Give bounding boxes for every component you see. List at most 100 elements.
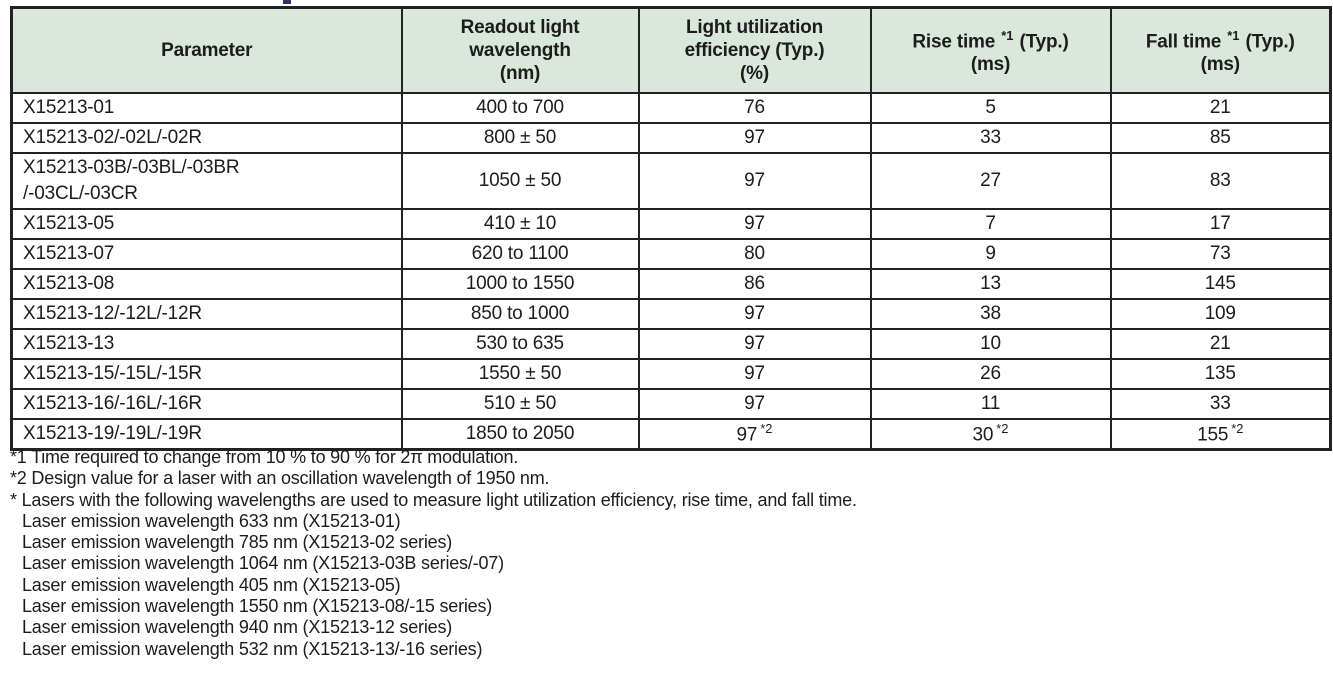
- cell-parameter: X15213-08: [10, 267, 403, 300]
- cell-rise-time: 5: [869, 91, 1112, 124]
- cell-readout-wavelength: 800 ± 50: [400, 121, 640, 154]
- cell-value: 80: [744, 242, 765, 264]
- cell-value: 21: [1209, 96, 1231, 118]
- footnote-marker: *1: [1227, 28, 1240, 44]
- footnote-line: *1 Time required to change from 10 % to …: [10, 447, 519, 467]
- cell-fall-time: 21: [1109, 91, 1332, 124]
- col-header-parameter: Parameter: [10, 6, 403, 94]
- footnote-line: Laser emission wavelength 633 nm (X15213…: [22, 510, 401, 531]
- footnote-marker: *2: [760, 420, 773, 436]
- table-row: X15213-05 410 ± 10 97 7 17: [10, 207, 1332, 240]
- cell-value: 30: [972, 424, 994, 446]
- parameter-text: X15213-15/-15L/-15R: [23, 362, 202, 384]
- cell-value: 97: [744, 126, 765, 148]
- cell-value: 27: [980, 169, 1001, 191]
- footnote-line: Laser emission wavelength 532 nm (X15213…: [22, 638, 483, 659]
- cell-efficiency: 97: [637, 357, 872, 390]
- cell-value: 850 to 1000: [470, 302, 570, 324]
- cell-rise-time: 26: [869, 357, 1112, 390]
- cell-value: 1000 to 1550: [465, 272, 575, 294]
- table-row: X15213-07 620 to 1100 80 9 73: [10, 237, 1332, 270]
- header-row: Parameter Readout light wavelength (nm) …: [10, 6, 1332, 94]
- cell-value: 17: [1209, 212, 1231, 234]
- cell-readout-wavelength: 1000 to 1550: [400, 267, 640, 300]
- cell-readout-wavelength: 510 ± 50: [400, 387, 640, 420]
- cell-parameter: X15213-16/-16L/-16R: [10, 387, 403, 420]
- cell-readout-wavelength: 620 to 1100: [400, 237, 640, 270]
- cell-fall-time: 17: [1109, 207, 1332, 240]
- cell-value: 21: [1209, 332, 1231, 354]
- cell-value: 97: [744, 332, 765, 354]
- cell-readout-wavelength: 1050 ± 50: [400, 151, 640, 210]
- header-line: Readout light: [460, 16, 580, 38]
- cell-value: 97: [744, 362, 765, 384]
- header-text: Fall time: [1145, 31, 1222, 53]
- cell-value: 800 ± 50: [483, 126, 557, 148]
- cell-readout-wavelength: 1550 ± 50: [400, 357, 640, 390]
- cell-value: 410 ± 10: [483, 212, 557, 234]
- cell-value: 11: [980, 392, 1001, 414]
- header-line: Parameter: [161, 39, 253, 61]
- parameter-text: X15213-19/-19L/-19R: [23, 422, 202, 444]
- cell-value: 73: [1209, 242, 1231, 264]
- cell-efficiency: 97: [637, 327, 872, 360]
- cell-value: 97: [744, 302, 765, 324]
- footnote-line: Laser emission wavelength 785 nm (X15213…: [22, 532, 453, 553]
- cell-value: 33: [980, 126, 1001, 148]
- cell-parameter: X15213-02/-02L/-02R: [10, 121, 403, 154]
- footnote-line: Laser emission wavelength 1064 nm (X1521…: [22, 553, 504, 574]
- cell-rise-time: 9: [869, 237, 1112, 270]
- parameter-text: X15213-13: [23, 332, 115, 354]
- cell-parameter: X15213-12/-12L/-12R: [10, 297, 403, 330]
- table-row: X15213-08 1000 to 1550 86 13 145: [10, 267, 1332, 300]
- header-line: (ms): [1200, 54, 1241, 76]
- footnote-marker: *1: [1001, 28, 1014, 44]
- cell-parameter: X15213-03B/-03BL/-03BR /-03CL/-03CR: [10, 151, 403, 210]
- cell-value: 76: [744, 96, 765, 118]
- cell-efficiency: 97: [637, 297, 872, 330]
- footnote-line: *2 Design value for a laser with an osci…: [10, 468, 550, 489]
- cell-rise-time: 27: [869, 151, 1112, 210]
- table-row: X15213-01 400 to 700 76 5 21: [10, 91, 1332, 124]
- table-row: X15213-03B/-03BL/-03BR /-03CL/-03CR 1050 …: [10, 151, 1332, 210]
- col-header-readout-wavelength: Readout light wavelength (nm): [400, 6, 640, 94]
- cell-rise-time: 7: [869, 207, 1112, 240]
- parameter-text: X15213-02/-02L/-02R: [23, 126, 202, 148]
- table-row: X15213-02/-02L/-02R 800 ± 50 97 33 85: [10, 121, 1332, 154]
- cell-value: 1550 ± 50: [478, 362, 562, 384]
- cell-parameter: X15213-13: [10, 327, 403, 360]
- table-row: X15213-19/-19L/-19R 1850 to 2050 97 *2 30…: [10, 417, 1332, 450]
- cell-value: 530 to 635: [476, 332, 564, 354]
- header-text: Rise time: [912, 31, 996, 53]
- cell-efficiency: 97: [637, 387, 872, 420]
- cell-fall-time: 21: [1109, 327, 1332, 360]
- cell-readout-wavelength: 400 to 700: [400, 91, 640, 124]
- cell-value: 145: [1204, 272, 1236, 294]
- table-row: X15213-16/-16L/-16R 510 ± 50 97 11 33: [10, 387, 1332, 420]
- parameter-text-line2: /-03CL/-03CR: [23, 182, 138, 204]
- header-line: wavelength: [469, 39, 571, 61]
- cell-rise-time: 33: [869, 121, 1112, 154]
- parameter-text: X15213-05: [23, 212, 115, 234]
- cell-efficiency: 97: [637, 121, 872, 154]
- cell-value: 97: [736, 424, 758, 446]
- cell-value: 620 to 1100: [471, 242, 569, 264]
- cell-value: 97: [744, 169, 765, 191]
- parameter-text: X15213-16/-16L/-16R: [23, 392, 202, 414]
- cell-rise-time: 11: [869, 387, 1112, 420]
- cell-readout-wavelength: 410 ± 10: [400, 207, 640, 240]
- cell-readout-wavelength: 1850 to 2050: [400, 417, 640, 450]
- cell-value: 85: [1209, 126, 1231, 148]
- clipped-heading-fragment: [283, 0, 291, 4]
- cell-value: 1850 to 2050: [465, 422, 575, 444]
- footnote-line: Laser emission wavelength 940 nm (X15213…: [22, 617, 453, 638]
- cell-fall-time: 73: [1109, 237, 1332, 270]
- table-row: X15213-15/-15L/-15R 1550 ± 50 97 26 135: [10, 357, 1332, 390]
- cell-fall-time: 109: [1109, 297, 1332, 330]
- cell-readout-wavelength: 530 to 635: [400, 327, 640, 360]
- table-row: X15213-13 530 to 635 97 10 21: [10, 327, 1332, 360]
- cell-value: 135: [1204, 362, 1236, 384]
- footnote-marker: *2: [996, 420, 1009, 436]
- footnote-line: Laser emission wavelength 405 nm (X15213…: [22, 574, 401, 595]
- cell-efficiency: 86: [637, 267, 872, 300]
